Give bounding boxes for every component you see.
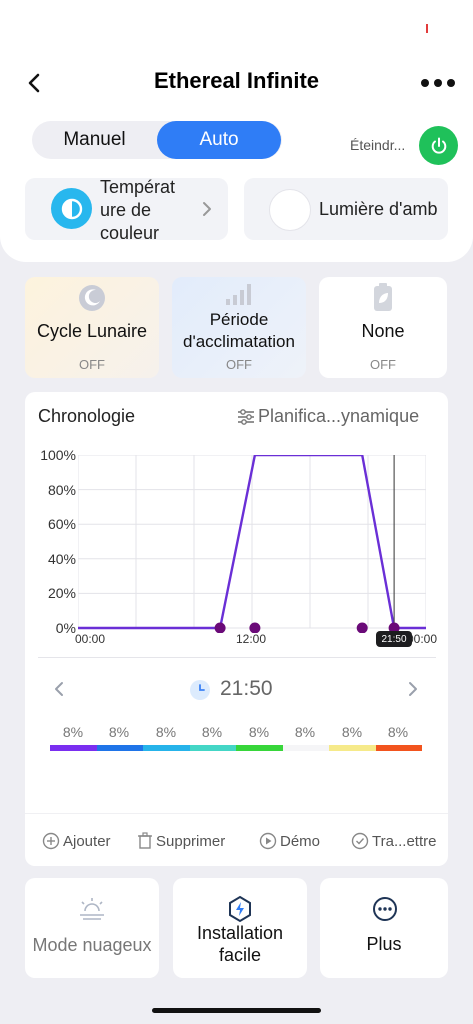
- demo-label: Démo: [280, 832, 321, 850]
- keyframe-point: [356, 622, 368, 633]
- channel-color-bar: [97, 745, 143, 751]
- acclimation-status: OFF: [226, 357, 252, 372]
- mode-auto-tab[interactable]: Auto: [157, 121, 281, 159]
- moon-icon: [79, 285, 105, 311]
- y-tick-label: 100%: [40, 447, 76, 463]
- power-off-label: Éteindr...: [350, 137, 406, 153]
- trash-icon: [138, 832, 152, 849]
- keyframe-point: [214, 622, 226, 633]
- channel-color-bar: [50, 745, 97, 751]
- channel-color-bar: [190, 745, 236, 751]
- dot-icon: [447, 79, 455, 87]
- y-tick-label: 80%: [47, 482, 76, 498]
- ambient-light-label: Lumière d'amb: [319, 199, 438, 219]
- channel-percent: 8%: [248, 724, 270, 740]
- channel-color-bar: [329, 745, 376, 751]
- channel-color-bar: [376, 745, 422, 751]
- dynamic-schedule-label: Planifica...ynamique: [258, 406, 420, 426]
- cloudy-mode-card[interactable]: Mode nuageux: [25, 878, 159, 978]
- easy-setup-label: Installation facile: [196, 923, 284, 965]
- divider: [38, 657, 436, 658]
- dot-icon: [421, 79, 429, 87]
- channel-percent: 8%: [155, 724, 177, 740]
- keyframe-point: [388, 622, 400, 633]
- none-card[interactable]: None OFF: [319, 277, 447, 378]
- more-options-button[interactable]: [418, 70, 458, 96]
- power-icon: [431, 137, 446, 154]
- x-tick-label: 12:00: [236, 632, 267, 646]
- y-tick-label: 60%: [47, 516, 76, 532]
- channel-percent: 8%: [62, 724, 84, 740]
- timeline-chart[interactable]: [78, 455, 426, 633]
- signal-bars-icon: [226, 284, 251, 305]
- sliders-icon: [238, 408, 254, 425]
- keyframe-point: [249, 622, 261, 633]
- channel-percent: 8%: [294, 724, 316, 740]
- chronology-title: Chronologie: [38, 406, 136, 426]
- page-title: Ethereal Infinite: [153, 68, 320, 93]
- divider: [25, 813, 448, 814]
- clock-icon: [189, 679, 211, 706]
- more-circle-icon: [373, 897, 397, 921]
- none-label: None: [361, 321, 405, 341]
- dot-icon: [434, 79, 442, 87]
- channel-color-bar: [283, 745, 329, 751]
- cloudy-sun-icon: [80, 898, 104, 920]
- y-tick-label: 40%: [47, 551, 76, 567]
- add-label: Ajouter: [63, 832, 111, 850]
- y-tick-label: 0%: [55, 620, 76, 636]
- channel-percent: 8%: [108, 724, 130, 740]
- acclimation-card[interactable]: Période d'acclimatation OFF: [172, 277, 306, 378]
- acclimation-label: Période d'acclimatation: [183, 310, 295, 351]
- channel-percent: 8%: [201, 724, 223, 740]
- transmit-label: Tra...ettre: [372, 832, 437, 850]
- back-button[interactable]: [18, 66, 50, 100]
- x-tick-label: 00:00: [407, 632, 438, 646]
- chevron-right-icon: [201, 200, 213, 223]
- transmit-button[interactable]: Tra...ettre: [351, 832, 436, 850]
- lunar-cycle-label: Cycle Lunaire: [36, 321, 148, 341]
- plus-circle-icon: [42, 832, 60, 850]
- more-label: Plus: [366, 934, 402, 954]
- selected-time: 21:50: [220, 677, 273, 700]
- y-tick-label: 20%: [47, 585, 76, 601]
- x-tick-label: 00:00: [75, 632, 106, 646]
- delete-label: Supprimer: [156, 832, 226, 850]
- channel-color-bar: [236, 745, 283, 751]
- ambient-light-icon: [269, 189, 311, 231]
- next-time-button[interactable]: [406, 679, 420, 704]
- previous-time-button[interactable]: [52, 679, 66, 704]
- status-indicator: [426, 24, 428, 33]
- none-status: OFF: [370, 357, 396, 372]
- chevron-left-icon: [28, 73, 40, 93]
- contrast-icon: [51, 188, 92, 229]
- channel-percent: 8%: [341, 724, 363, 740]
- time-cursor-tooltip: 21:50: [376, 631, 412, 647]
- play-circle-icon: [259, 832, 277, 850]
- lightning-shield-icon: [229, 895, 251, 923]
- lunar-cycle-status: OFF: [79, 357, 105, 372]
- color-temperature-label: Températ ure de couleur: [100, 177, 176, 243]
- easy-setup-card[interactable]: Installation facile: [173, 878, 307, 978]
- dynamic-schedule-button[interactable]: Planifica...ynamique: [236, 406, 419, 427]
- cloudy-mode-label: Mode nuageux: [32, 935, 152, 955]
- mode-manual-tab[interactable]: Manuel: [63, 129, 126, 150]
- check-circle-icon: [351, 832, 369, 850]
- chevron-left-icon: [55, 682, 63, 696]
- demo-button[interactable]: Démo: [259, 832, 320, 850]
- battery-leaf-icon: [374, 283, 392, 311]
- channel-percent: 8%: [387, 724, 409, 740]
- add-button[interactable]: Ajouter: [42, 832, 111, 850]
- channel-color-bar: [143, 745, 190, 751]
- more-card[interactable]: Plus: [320, 878, 448, 978]
- chevron-right-icon: [409, 682, 417, 696]
- home-indicator: [152, 1008, 321, 1013]
- power-button[interactable]: [419, 126, 458, 165]
- lunar-cycle-card[interactable]: Cycle Lunaire OFF: [25, 277, 159, 378]
- delete-button[interactable]: Supprimer: [137, 832, 225, 850]
